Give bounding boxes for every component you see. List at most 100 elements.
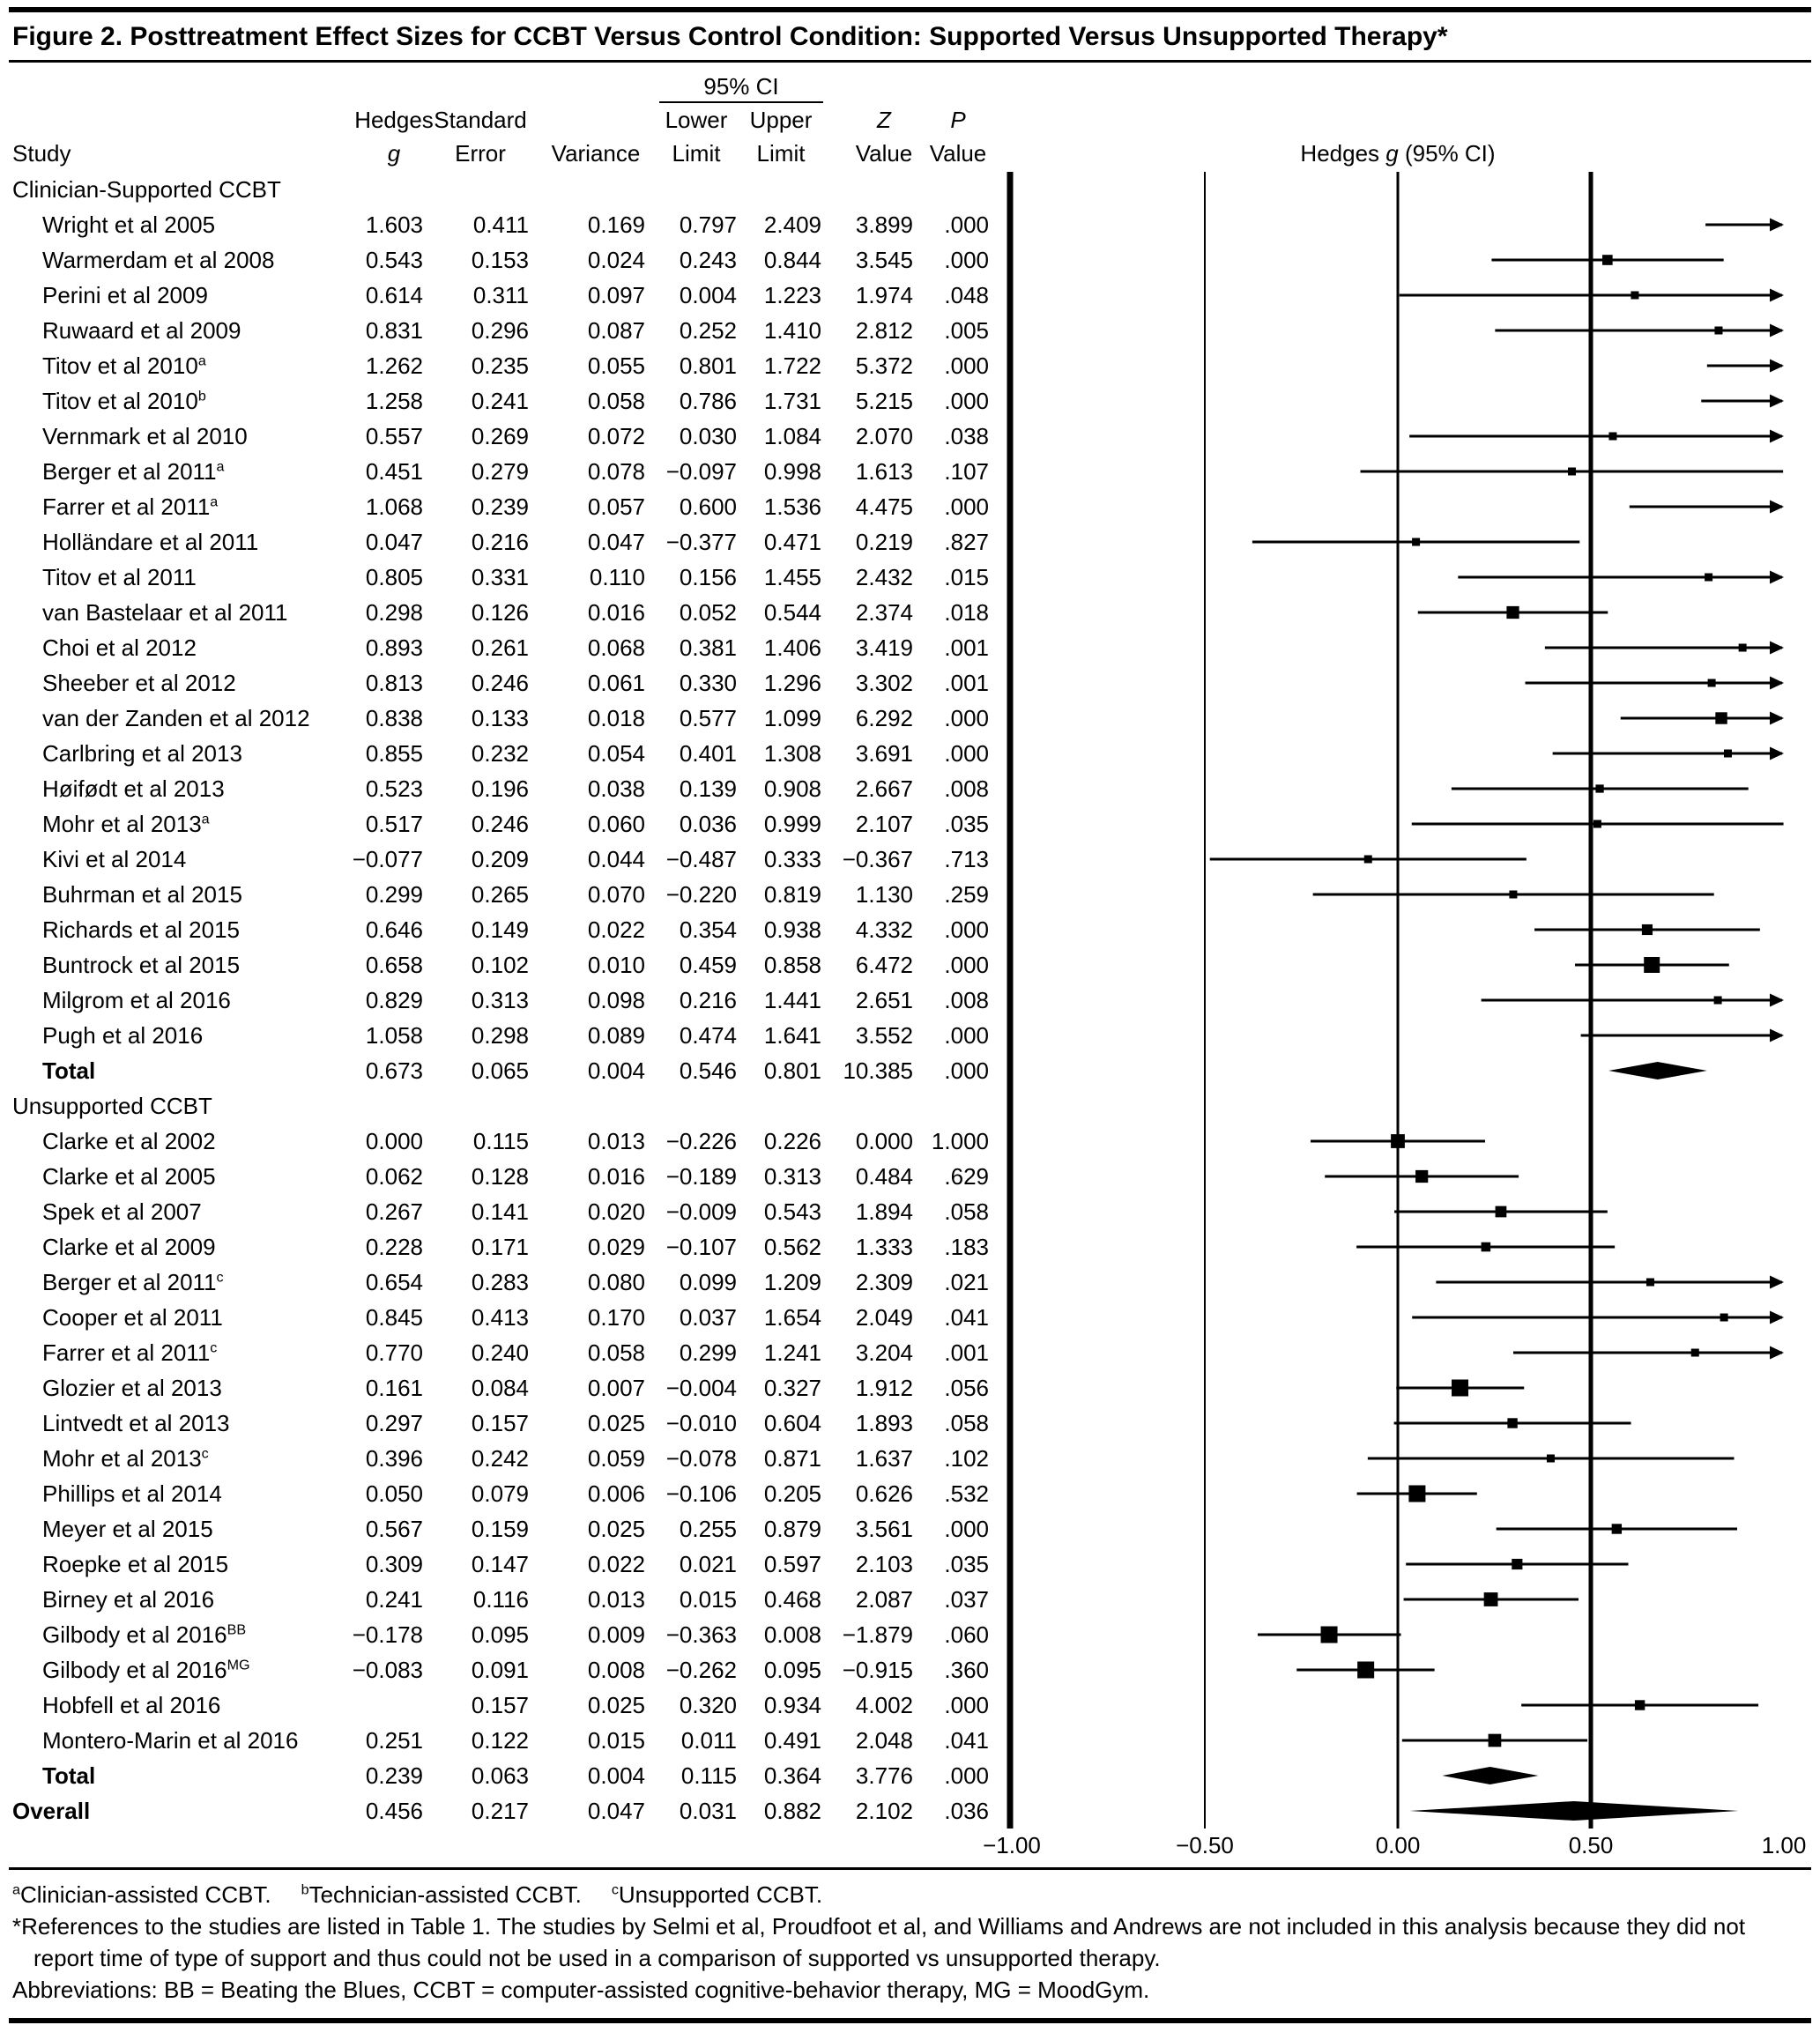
p-value: .037 xyxy=(944,1586,989,1613)
forest-study-marker xyxy=(1209,855,1527,864)
study-label: Berger et al 2011c xyxy=(42,1269,224,1295)
footnote-item: bTechnician-assisted CCBT. xyxy=(301,1881,582,1908)
study-superscript: a xyxy=(210,493,219,510)
var-value: 0.004 xyxy=(587,1057,645,1084)
g-value: 0.658 xyxy=(365,952,423,978)
g-value: 0.161 xyxy=(365,1375,423,1401)
study-label: Total xyxy=(42,1057,96,1084)
ll-value: 0.330 xyxy=(679,670,737,696)
study-row: Mohr et al 2013c 0.396 0.242 0.059 −0.078 0.8… xyxy=(0,1441,1820,1476)
p-value: .259 xyxy=(944,881,989,908)
z-value: 0.000 xyxy=(855,1128,913,1154)
study-row: Wright et al 2005 1.603 0.411 0.169 0.797 2.4… xyxy=(0,207,1820,242)
forest-study-marker xyxy=(1356,1242,1616,1252)
var-value: 0.070 xyxy=(587,881,645,908)
ul-value: 1.654 xyxy=(763,1304,821,1331)
z-value: 1.333 xyxy=(855,1234,913,1260)
se-value: 0.171 xyxy=(471,1234,529,1260)
bottom-rule xyxy=(9,2018,1811,2023)
forest-study-marker xyxy=(1436,1275,1784,1289)
forest-study-marker xyxy=(1534,924,1760,936)
forest-study-marker xyxy=(1620,711,1784,725)
total-row: Total 0.239 0.063 0.004 0.115 0.364 3.776 .000 xyxy=(0,1758,1820,1793)
forest-study-marker xyxy=(1396,1379,1525,1397)
effect-square xyxy=(1412,538,1421,546)
effect-square xyxy=(1634,1700,1645,1710)
se-value: 0.411 xyxy=(472,211,529,238)
var-value: 0.089 xyxy=(587,1022,645,1049)
p-value: .000 xyxy=(944,1057,989,1084)
ci-arrow-right xyxy=(1770,1346,1784,1360)
g-value: 0.770 xyxy=(365,1339,423,1366)
ci-arrow-right xyxy=(1770,711,1784,725)
study-row: Farrer et al 2011c 0.770 0.240 0.058 0.299 1.… xyxy=(0,1335,1820,1370)
study-label: Titov et al 2010a xyxy=(42,352,206,379)
forest-study-marker xyxy=(1629,500,1784,514)
p-value: .015 xyxy=(944,564,989,590)
study-row: Carlbring et al 2013 0.855 0.232 0.054 0.401… xyxy=(0,736,1820,771)
se-value: 0.153 xyxy=(471,247,529,273)
forest-study-marker xyxy=(1401,1733,1588,1747)
z-value: 2.374 xyxy=(855,599,913,626)
p-value: .000 xyxy=(944,352,989,379)
var-value: 0.098 xyxy=(587,987,645,1013)
p-value: .018 xyxy=(944,599,989,626)
effect-square xyxy=(1488,1733,1502,1747)
var-value: 0.055 xyxy=(587,352,645,379)
forest-study-marker xyxy=(1411,820,1784,828)
se-value: 0.149 xyxy=(471,916,529,943)
study-label: Montero-Marin et al 2016 xyxy=(42,1727,299,1754)
p-value: .035 xyxy=(944,1551,989,1577)
p-value: .183 xyxy=(944,1234,989,1260)
se-value: 0.331 xyxy=(471,564,529,590)
forest-study-marker xyxy=(1393,1418,1631,1428)
forest-study-marker xyxy=(1525,676,1784,690)
ll-value: 0.381 xyxy=(679,634,737,661)
study-label: Carlbring et al 2013 xyxy=(42,740,242,767)
ll-value: −0.009 xyxy=(665,1198,737,1225)
z-value: 1.893 xyxy=(855,1410,913,1436)
z-value: 3.419 xyxy=(855,634,913,661)
var-value: 0.097 xyxy=(587,282,645,308)
z-value: 1.912 xyxy=(855,1375,913,1401)
ul-value: 1.406 xyxy=(763,634,821,661)
x-tick-label: −1.00 xyxy=(983,1832,1041,1858)
table-and-plot-body: Clinician-Supported CCBT Wright et al 200… xyxy=(0,172,1820,1829)
study-label: Buhrman et al 2015 xyxy=(42,881,242,908)
se-value: 0.122 xyxy=(471,1727,529,1754)
var-value: 0.010 xyxy=(587,952,645,978)
z-value: 2.667 xyxy=(855,775,913,802)
ll-value: 0.156 xyxy=(679,564,737,590)
forest-study-marker xyxy=(1495,323,1784,338)
ll-value: 0.354 xyxy=(679,916,737,943)
ul-value: 1.722 xyxy=(763,352,821,379)
study-label: Clarke et al 2005 xyxy=(42,1163,216,1190)
ul-value: 0.471 xyxy=(763,529,821,555)
p-value: .041 xyxy=(944,1727,989,1754)
ul-value: 1.455 xyxy=(763,564,821,590)
p-value: .001 xyxy=(944,634,989,661)
p-value: .000 xyxy=(944,1762,989,1789)
p-value: .056 xyxy=(944,1375,989,1401)
z-value: −1.879 xyxy=(842,1621,913,1648)
effect-square xyxy=(1608,432,1617,441)
z-value: 4.002 xyxy=(855,1692,913,1718)
ul-value: 0.226 xyxy=(763,1128,821,1154)
z-value: 2.107 xyxy=(855,811,913,837)
se-value: 0.239 xyxy=(471,493,529,520)
z-value: 6.472 xyxy=(855,952,913,978)
ll-value: −0.220 xyxy=(665,881,737,908)
var-value: 0.025 xyxy=(587,1516,645,1542)
g-value: 0.298 xyxy=(365,599,423,626)
effect-square xyxy=(1593,820,1601,828)
ll-value: 0.255 xyxy=(679,1516,737,1542)
study-superscript: c xyxy=(216,1269,224,1286)
var-value: 0.068 xyxy=(587,634,645,661)
study-row: Kivi et al 2014 −0.077 0.209 0.044 −0.487 0.3… xyxy=(0,842,1820,877)
var-value: 0.025 xyxy=(587,1692,645,1718)
plot-header-pre: Hedges xyxy=(1300,140,1380,167)
ll-value: −0.363 xyxy=(665,1621,737,1648)
ll-value: 0.021 xyxy=(679,1551,737,1577)
se-value: 0.241 xyxy=(471,388,529,414)
